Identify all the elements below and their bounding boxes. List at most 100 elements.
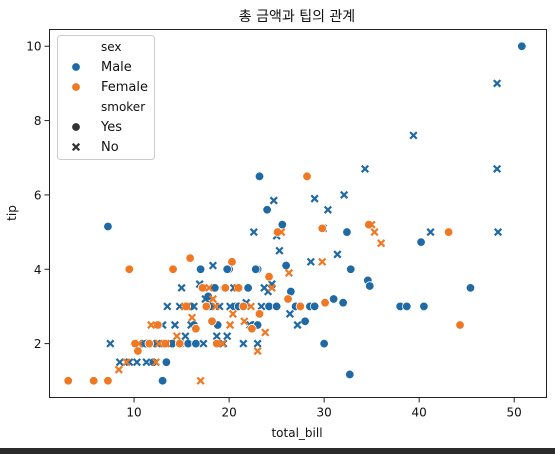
- data-point-male-yes: [222, 264, 232, 274]
- data-point-female-yes: [191, 324, 201, 334]
- data-point-male-no: [106, 339, 115, 348]
- data-point-male-yes: [309, 301, 320, 312]
- data-point-male-no: [199, 339, 208, 348]
- data-point-male-yes: [319, 338, 329, 349]
- data-point-female-no: [240, 317, 249, 326]
- data-point-male-no: [132, 358, 142, 367]
- data-point-female-yes: [201, 301, 211, 312]
- data-point-female-no: [162, 339, 171, 348]
- data-points: [63, 41, 527, 386]
- data-point-female-yes: [197, 283, 208, 293]
- data-point-female-no: [183, 302, 192, 311]
- data-point-male-no: [115, 358, 124, 367]
- data-point-male-yes: [328, 294, 339, 304]
- data-point-female-no: [208, 294, 218, 304]
- y-tick-label: 2: [34, 337, 42, 351]
- data-point-female-yes: [133, 346, 143, 356]
- legend-label-female: Female: [101, 80, 148, 95]
- data-point-female-yes: [153, 320, 163, 330]
- data-point-male-no: [310, 194, 319, 203]
- data-point-female-no: [277, 228, 286, 237]
- data-point-female-no: [225, 320, 235, 330]
- data-point-female-yes: [185, 253, 195, 263]
- data-point-male-no: [201, 294, 210, 304]
- data-point-male-yes: [254, 171, 265, 182]
- data-point-female-yes: [63, 376, 73, 386]
- data-point-male-yes: [148, 357, 159, 367]
- data-point-female-yes: [247, 324, 257, 334]
- data-point-female-yes: [144, 338, 154, 349]
- data-point-male-yes: [103, 221, 113, 232]
- data-point-female-yes: [443, 227, 454, 237]
- y-axis-ticks: 2 4 6 8 10: [26, 40, 50, 351]
- data-point-female-no: [154, 339, 163, 348]
- legend-marker-female: [71, 82, 81, 92]
- legend-frame: [57, 35, 155, 160]
- y-tick-label: 4: [34, 263, 42, 277]
- data-point-male-no: [249, 228, 258, 237]
- data-point-male-no: [177, 283, 186, 292]
- data-point-male-no: [333, 250, 342, 259]
- data-point-male-yes: [300, 316, 310, 326]
- data-point-male-yes: [251, 264, 261, 274]
- data-point-male-yes: [191, 338, 201, 349]
- legend-label-yes: Yes: [100, 120, 122, 135]
- data-point-male-no: [208, 261, 218, 270]
- data-point-female-no: [267, 283, 276, 292]
- data-point-female-yes: [233, 283, 244, 293]
- data-point-male-yes: [465, 283, 476, 293]
- data-point-male-no: [360, 164, 370, 173]
- legend-label-no: No: [101, 140, 119, 155]
- data-point-female-no: [318, 257, 327, 266]
- x-tick-label: 10: [126, 406, 141, 420]
- data-point-male-yes: [346, 264, 356, 274]
- y-tick-label: 8: [34, 114, 42, 128]
- data-point-female-no: [205, 283, 214, 292]
- data-point-male-no: [269, 196, 278, 205]
- data-point-male-yes: [416, 237, 426, 247]
- data-point-male-no: [285, 309, 295, 318]
- legend-title-smoker: smoker: [101, 100, 145, 114]
- data-point-female-yes: [103, 376, 113, 386]
- data-point-male-yes: [271, 301, 282, 312]
- data-point-male-no: [323, 205, 333, 214]
- data-point-female-yes: [220, 283, 231, 293]
- y-axis-label: tip: [5, 205, 19, 221]
- data-point-male-yes: [157, 376, 168, 386]
- data-point-male-no: [253, 339, 262, 348]
- y-tick-label: 10: [26, 40, 41, 54]
- legend-marker-yes: [71, 122, 81, 132]
- data-point-female-yes: [317, 223, 327, 234]
- data-point-male-yes: [281, 260, 291, 271]
- data-point-female-yes: [207, 316, 217, 326]
- data-point-male-no: [163, 302, 172, 311]
- data-point-female-yes: [254, 309, 265, 319]
- data-point-female-no: [232, 283, 241, 292]
- data-point-male-no: [340, 190, 349, 199]
- data-point-female-no: [147, 320, 156, 330]
- data-point-female-yes: [238, 301, 249, 312]
- data-point-female-yes: [88, 376, 99, 386]
- data-point-male-no: [170, 320, 180, 330]
- data-point-male-no: [223, 332, 232, 341]
- data-point-male-yes: [402, 301, 412, 312]
- x-tick-label: 40: [412, 406, 427, 420]
- legend-marker-no: [71, 142, 81, 152]
- data-point-male-no: [493, 79, 502, 88]
- window-bottom-bar: [0, 448, 555, 454]
- x-tick-label: 20: [221, 406, 236, 420]
- data-point-female-yes: [227, 257, 237, 267]
- data-point-male-no: [212, 332, 221, 341]
- x-axis-ticks: 10 20 30 40 50: [126, 397, 522, 420]
- x-tick-label: 30: [316, 406, 331, 420]
- data-point-female-yes: [302, 171, 312, 182]
- data-point-male-no: [239, 339, 248, 348]
- data-point-female-yes: [455, 320, 465, 330]
- data-point-female-yes: [168, 264, 178, 274]
- data-point-male-no: [257, 302, 266, 311]
- data-point-male-yes: [195, 264, 206, 274]
- data-point-male-no: [142, 358, 151, 367]
- data-point-male-yes: [262, 205, 272, 215]
- data-point-female-yes: [283, 294, 293, 304]
- data-point-female-yes: [295, 301, 306, 312]
